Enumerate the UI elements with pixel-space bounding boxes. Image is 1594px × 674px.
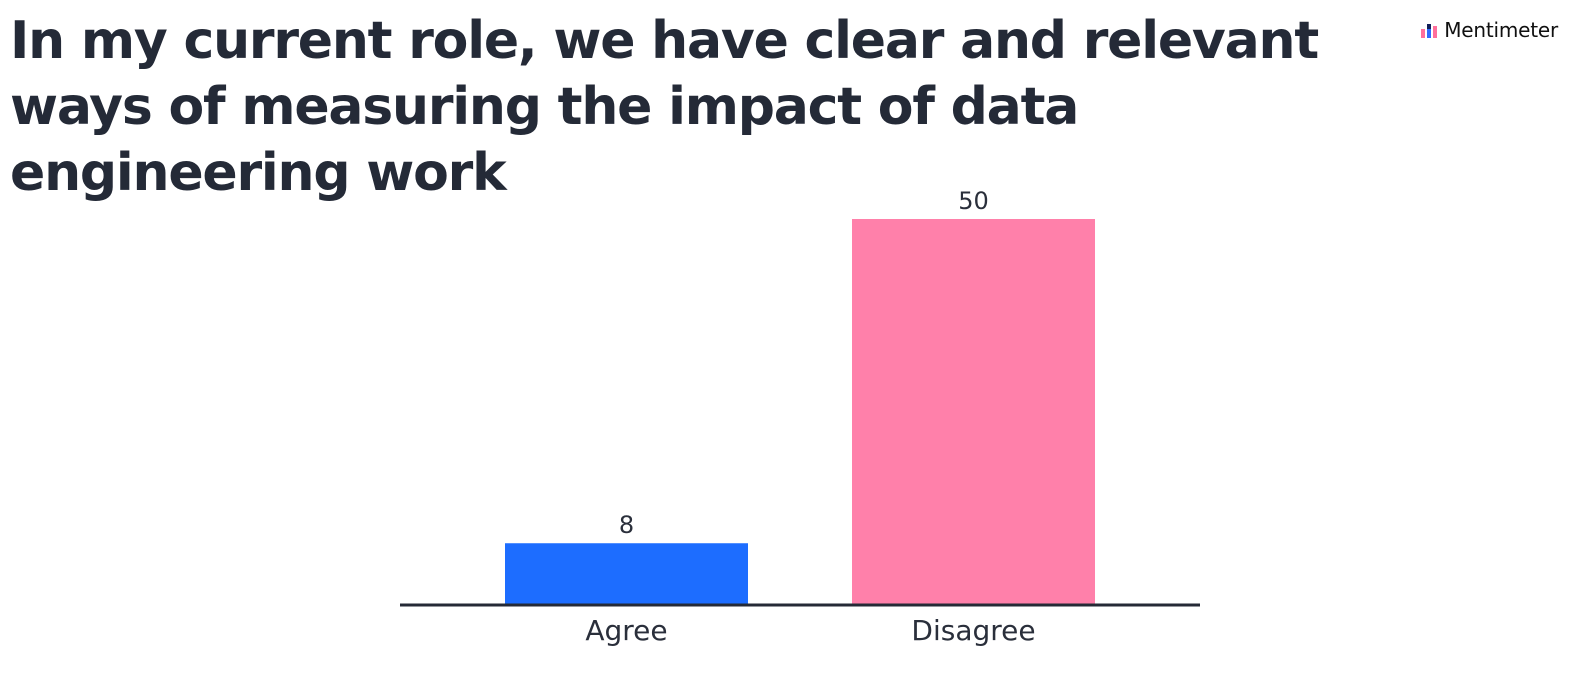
bar-disagree <box>852 219 1095 605</box>
mentimeter-brand: Mentimeter <box>1420 18 1558 42</box>
labels-layer: 8 Agree 50 Disagree <box>585 187 1035 647</box>
value-label-disagree: 50 <box>958 187 989 215</box>
bars-layer <box>505 219 1095 605</box>
category-label-agree: Agree <box>585 614 667 647</box>
mentimeter-bars-icon <box>1421 24 1438 38</box>
bar-agree <box>505 543 748 605</box>
question-title: In my current role, we have clear and re… <box>10 11 1319 203</box>
category-label-disagree: Disagree <box>911 614 1035 647</box>
value-label-agree: 8 <box>619 511 634 539</box>
brand-name: Mentimeter <box>1444 18 1558 42</box>
